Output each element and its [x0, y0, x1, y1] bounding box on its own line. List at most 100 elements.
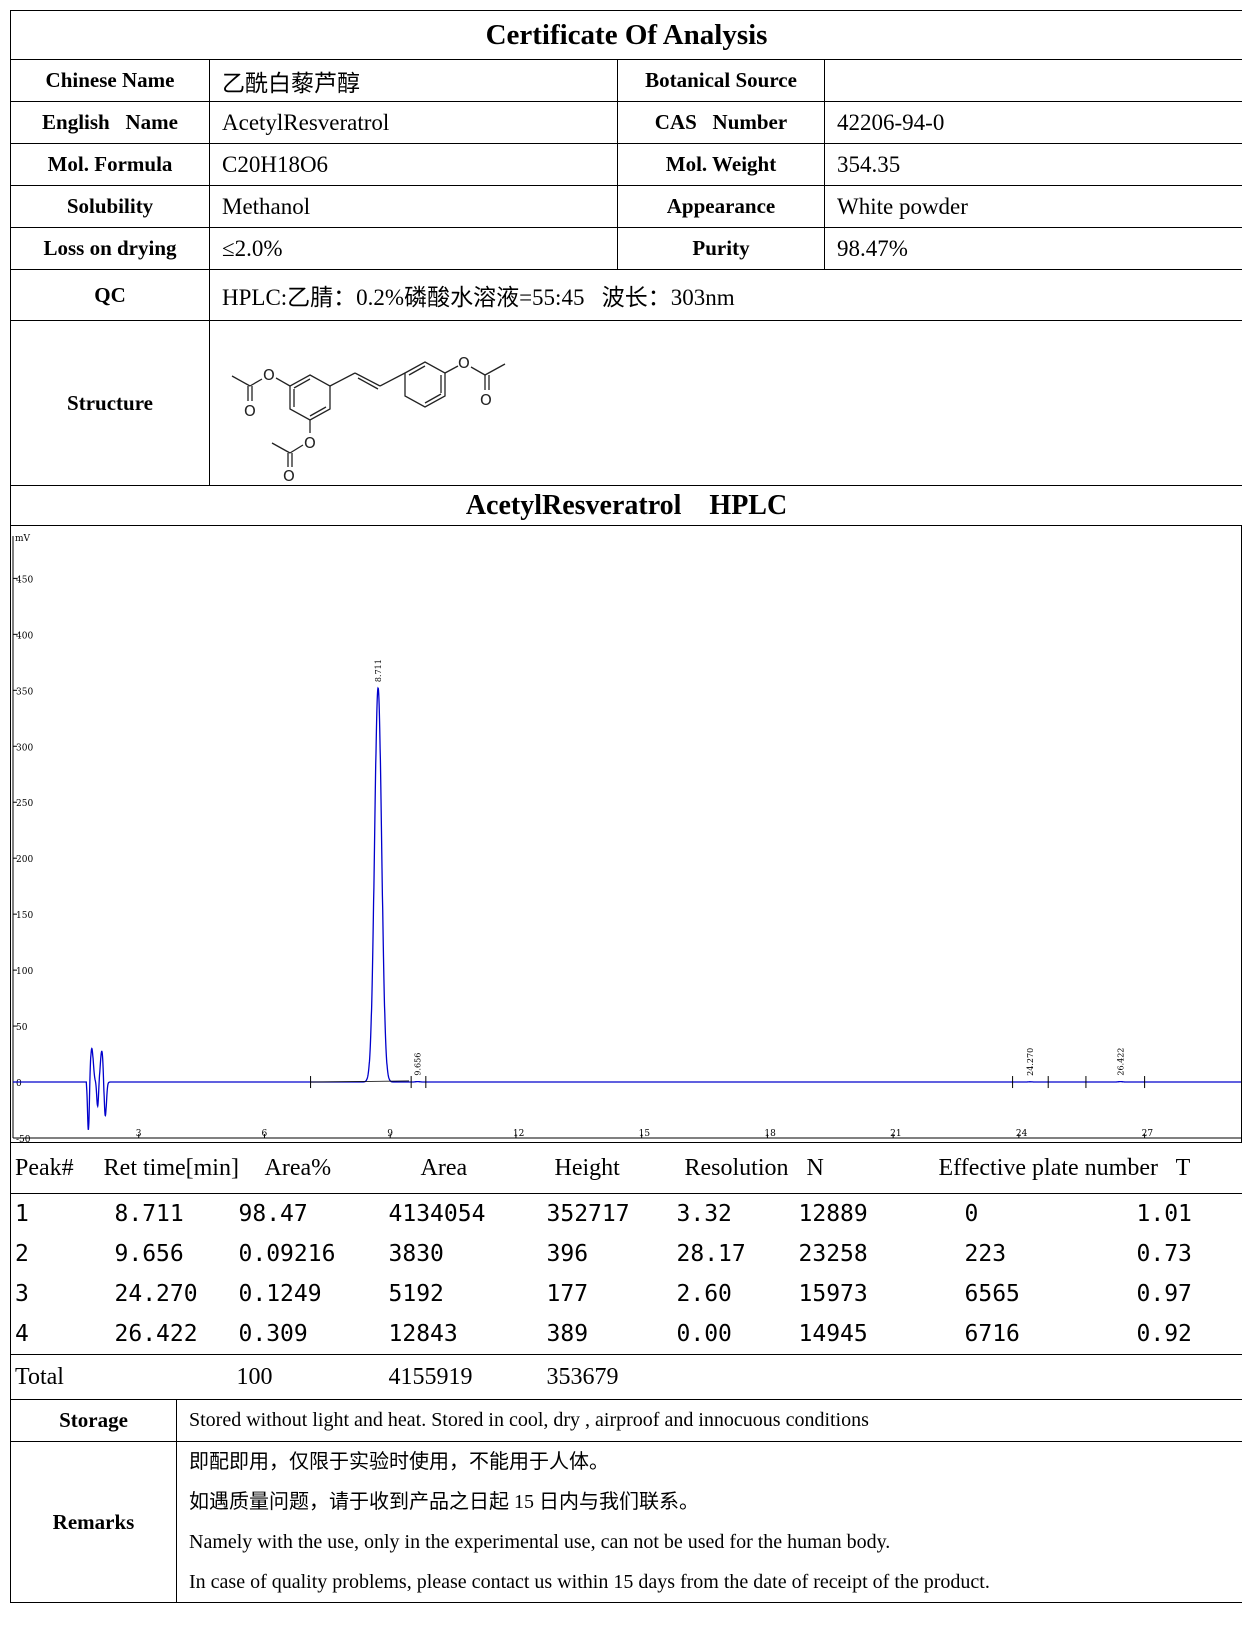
- molecular-structure-diagram: O O O O O O: [231, 354, 506, 483]
- chromatogram-svg: mV -50 0 50 100 150 200 250 300 350 400 450 3 6 9 12 1…: [12, 534, 1241, 1143]
- header-peak-ret: Peak# Ret time[min]: [10, 1143, 239, 1194]
- y-axis-label: mV: [15, 534, 31, 544]
- peak-label: 9.656: [414, 1053, 423, 1076]
- header-peak: Peak#: [15, 1154, 74, 1181]
- peak-label: 26.422: [1116, 1048, 1125, 1076]
- chinese-name-label: Chinese Name: [10, 59, 210, 102]
- peak-label: 24.270: [1026, 1048, 1035, 1076]
- peak-cell: 3.32: [676, 1201, 732, 1227]
- peak-table: Peak# Ret time[min] Area% Area Height Re…: [10, 1143, 1242, 1399]
- total-label: Total: [10, 1354, 227, 1399]
- mol-weight-value: 354.35: [823, 143, 1242, 186]
- x-tick-label: 12: [513, 1129, 524, 1139]
- peak-cell: 12889: [798, 1201, 868, 1227]
- y-tick-label: 300: [16, 743, 33, 753]
- peak-label: 8.711: [374, 659, 383, 682]
- loss-on-drying-value: ≤2.0%: [209, 227, 618, 270]
- solubility-value: Methanol: [209, 185, 618, 228]
- qc-value: HPLC:乙腈：0.2%磷酸水溶液=55:45 波长：303nm: [208, 269, 1242, 321]
- hplc-chromatogram: mV -50 0 50 100 150 200 250 300 350 400 450 3 6 9 12 1…: [10, 526, 1242, 1143]
- peak-cell: 1: [15, 1201, 29, 1227]
- peak-cell: 3: [15, 1281, 29, 1307]
- y-tick-label: 0: [16, 1079, 22, 1089]
- peak-cell: 0.1249: [238, 1281, 322, 1307]
- footer-table: Storage Stored without light and heat. S…: [10, 1399, 1242, 1603]
- x-tick-label: 27: [1142, 1129, 1154, 1139]
- header-effective-plate: Effective plate number: [938, 1154, 1158, 1181]
- peak-cell: 14945: [798, 1321, 868, 1347]
- peak-cell: 177: [546, 1281, 589, 1307]
- x-tick-label: 18: [764, 1129, 776, 1139]
- svg-text:O: O: [244, 402, 256, 420]
- purity-label: Purity: [617, 227, 825, 270]
- remarks-label: Remarks: [10, 1441, 177, 1603]
- peak-row: 4 26.422 0.309 12843 389 0.00 14945 6716 0.92: [11, 1314, 1242, 1355]
- x-tick-label: 21: [890, 1129, 901, 1139]
- x-tick-label: 24: [1016, 1129, 1028, 1139]
- peak-cell: 2.60: [676, 1281, 732, 1307]
- peak-cell: 8.711: [114, 1201, 184, 1227]
- solubility-label: Solubility: [10, 185, 210, 228]
- y-tick-label: 250: [16, 799, 33, 809]
- peak-cell: 24.270: [114, 1281, 198, 1307]
- x-tick-label: 15: [639, 1129, 651, 1139]
- botanical-source-label: Botanical Source: [617, 59, 825, 102]
- cas-number-label: CAS Number: [617, 101, 825, 144]
- mol-formula-label: Mol. Formula: [10, 143, 210, 186]
- peak-cell: 6565: [964, 1281, 1020, 1307]
- peak-cell: 0.309: [238, 1321, 308, 1347]
- header-t: T: [1175, 1154, 1191, 1181]
- y-tick-label: 200: [16, 855, 33, 865]
- peak-table-header: Peak# Ret time[min] Area% Area Height Re…: [10, 1143, 1242, 1194]
- x-tick-label: 3: [136, 1129, 142, 1139]
- cas-number-value: 42206-94-0: [823, 101, 1242, 144]
- y-tick-label: 450: [16, 575, 33, 585]
- purity-value: 98.47%: [823, 227, 1242, 270]
- peak-cell: 9.656: [114, 1241, 184, 1267]
- peak-cell: 6716: [964, 1321, 1020, 1347]
- peak-cell: 389: [546, 1321, 589, 1347]
- total-area-pct: 100: [226, 1354, 375, 1399]
- svg-text:O: O: [480, 391, 492, 409]
- peak-cell: 4: [15, 1321, 29, 1347]
- y-tick-label: 100: [16, 967, 33, 977]
- chromatogram-trace: [13, 686, 1241, 1131]
- structure-cell: O O O O O O: [208, 320, 1242, 486]
- y-tick-label: 400: [16, 631, 33, 641]
- botanical-source-value: [823, 59, 1242, 102]
- header-height: Height: [532, 1143, 667, 1194]
- y-tick-label: 350: [16, 687, 33, 697]
- remark-line: 即配即用，仅限于实验时使用，不能用于人体。: [189, 1451, 609, 1473]
- qc-label: QC: [10, 269, 210, 321]
- appearance-value: White powder: [823, 185, 1242, 228]
- svg-text:O: O: [304, 434, 316, 452]
- document-title: Certificate Of Analysis: [9, 10, 1242, 60]
- peak-cell: 3830: [388, 1241, 444, 1267]
- peak-cell: 396: [546, 1241, 589, 1267]
- x-tick-label: 6: [261, 1129, 267, 1139]
- peak-cell: 98.47: [238, 1201, 308, 1227]
- peak-cell: 12843: [388, 1321, 458, 1347]
- peak-cell: 2: [15, 1241, 29, 1267]
- peak-row: 1 8.711 98.47 4134054 352717 3.32 12889 0 1.01: [11, 1194, 1242, 1235]
- header-resolution-n: Resolution N: [666, 1143, 935, 1194]
- header-ret-time: Ret time[min]: [103, 1154, 239, 1181]
- peak-cell: 0.97: [1136, 1281, 1192, 1307]
- total-height: 353679: [532, 1354, 667, 1399]
- peak-cell: 352717: [546, 1201, 630, 1227]
- peak-cell: 0.73: [1136, 1241, 1192, 1267]
- english-name-label: English Name: [10, 101, 210, 144]
- storage-text: Stored without light and heat. Stored in…: [176, 1399, 1242, 1442]
- peak-cell: 28.17: [676, 1241, 746, 1267]
- header-area: Area: [374, 1143, 533, 1194]
- remark-line: In case of quality problems, please cont…: [189, 1571, 990, 1593]
- peak-cell: 5192: [388, 1281, 444, 1307]
- mol-weight-label: Mol. Weight: [617, 143, 825, 186]
- english-name-value: AcetylResveratrol: [209, 101, 618, 144]
- integration-baseline: [310, 1080, 410, 1083]
- y-tick-label: 150: [16, 911, 33, 921]
- peak-cell: 0.09216: [238, 1241, 336, 1267]
- peak-cell: 0: [964, 1201, 979, 1227]
- peak-cell: 223: [964, 1241, 1007, 1267]
- y-tick-label: -50: [16, 1135, 31, 1143]
